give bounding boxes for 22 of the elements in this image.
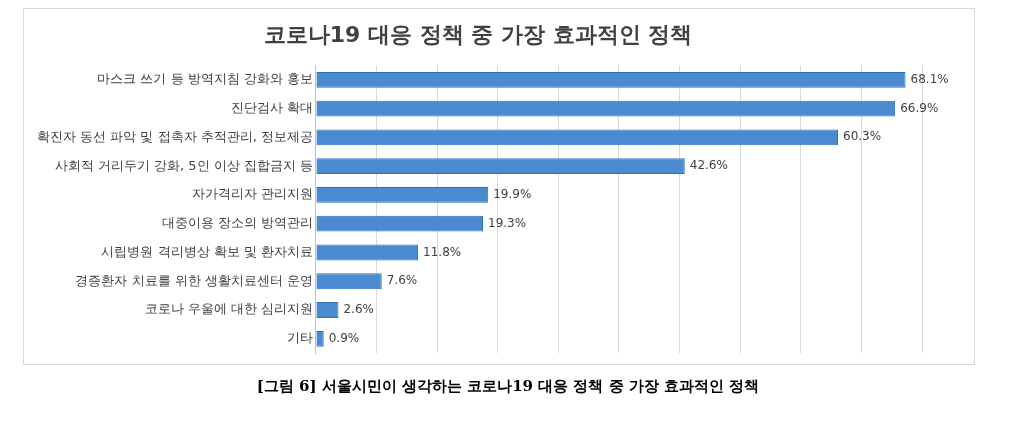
y-tick-label: 마스크 쓰기 등 방역지침 강화와 홍보 (97, 71, 313, 87)
data-label: 68.1% (910, 71, 949, 86)
y-tick-label: 대중이용 장소의 방역관리 (161, 215, 313, 231)
data-label: 19.9% (493, 187, 532, 202)
data-label: 7.6% (386, 273, 418, 288)
data-label: 42.6% (689, 158, 728, 173)
y-tick-label: 사회적 거리두기 강화, 5인 이상 집합금지 등 (54, 157, 313, 173)
data-label: 0.9% (328, 330, 360, 345)
data-label: 19.3% (488, 215, 527, 230)
text: [그림 6] 서울시민이 생각하는 코로나19 대응 정책 중 가장 효과적인 정책 (255, 377, 761, 396)
y-tick-label: 시립병원 격리병상 확보 및 환자치료 (101, 243, 313, 259)
y-tick-label: 확진자 동선 파악 및 접촉자 추적관리, 정보제공 (36, 128, 313, 144)
data-label: 2.6% (343, 302, 374, 317)
y-tick-label: 자가격리자 관리지원 (191, 186, 313, 202)
data-label: 66.9% (900, 100, 939, 115)
chart-title: 코로나19 대응 정책 중 가장 효과적인 정책 (263, 21, 693, 47)
data-label: 11.8% (423, 244, 462, 259)
y-tick-label: 진단검사 확대 (230, 99, 313, 115)
y-tick-label: 경증환자 치료를 위한 생활치료센터 운영 (75, 272, 313, 288)
data-label: 60.3% (843, 129, 882, 144)
y-tick-label: 코로나 우울에 대한 심리지원 (144, 301, 313, 317)
y-tick-label: 기타 (286, 330, 313, 346)
